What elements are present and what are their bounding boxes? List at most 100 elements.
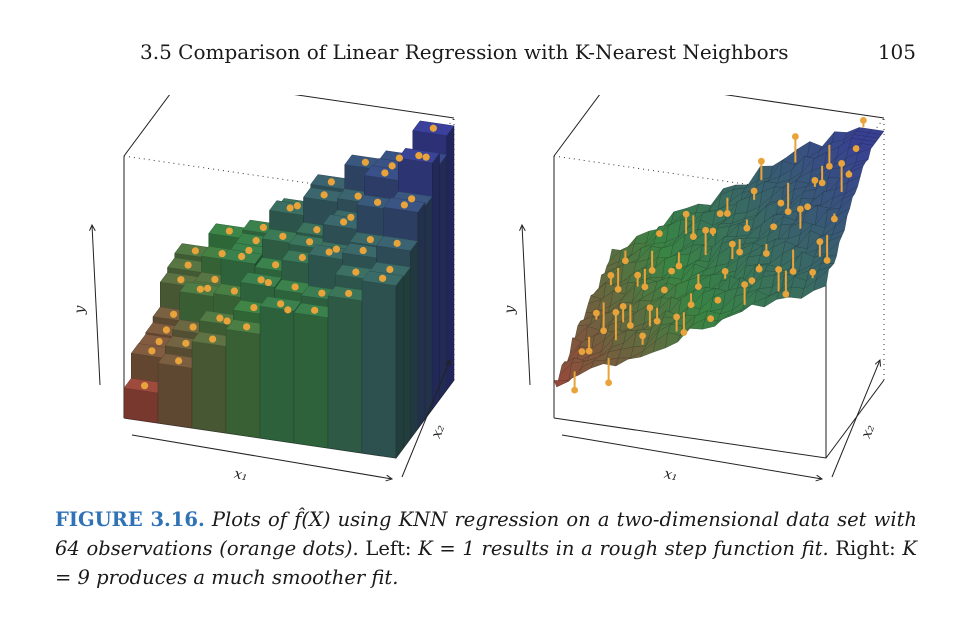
observation-dot [332, 245, 340, 253]
observation-dot [714, 296, 722, 304]
observation-dot [325, 248, 333, 256]
surface-side [157, 362, 193, 429]
observation-dot [816, 238, 824, 246]
observation-dot [743, 224, 751, 232]
observation-dot [359, 246, 367, 255]
figure-label: FIGURE 3.16. [55, 508, 205, 531]
observation-dot [621, 257, 629, 265]
observation-dot [612, 309, 620, 316]
observation-dot [352, 268, 360, 276]
observation-dot [284, 306, 292, 314]
x2-axis-label: x₂ [858, 422, 878, 441]
observation-dot [225, 227, 233, 235]
observation-dot [702, 226, 710, 234]
observation-dot [775, 266, 783, 273]
observation-dot [682, 210, 690, 218]
observation-dot [728, 240, 736, 248]
axis-arrows: y x₁ x₂ [502, 225, 880, 484]
knn-k9-surface: y x₁ x₂ [502, 95, 885, 484]
observation-dot [354, 192, 362, 200]
observation-dot [648, 267, 656, 274]
observation-dot [259, 223, 267, 232]
surface-side [191, 341, 227, 434]
observation-dot [626, 322, 634, 329]
observation-dot [162, 326, 170, 334]
observation-dot [707, 315, 715, 323]
observation-dot [141, 382, 149, 390]
x1-axis-label: x₁ [663, 466, 680, 484]
observation-dot [571, 386, 579, 394]
observation-dot [838, 160, 846, 167]
observation-dot [311, 306, 319, 314]
observation-dot [374, 198, 382, 206]
observation-dot [641, 283, 649, 291]
observation-dot [755, 265, 763, 273]
observation-dot [393, 239, 401, 247]
observation-dot [614, 285, 622, 293]
page-number: 105 [877, 40, 916, 64]
observation-dot [634, 271, 642, 279]
x2-axis-label: x₂ [428, 422, 448, 441]
section-title: 3.5 Comparison of Linear Regression with… [140, 40, 789, 64]
observation-dot [286, 204, 294, 212]
observation-dot [298, 253, 306, 262]
observation-dot [170, 310, 178, 318]
knn-smooth-surface [553, 127, 885, 388]
observation-dot [327, 178, 335, 186]
observation-dot [148, 347, 156, 355]
observation-dot [668, 267, 676, 275]
observation-dot [252, 237, 260, 245]
observation-dot [415, 152, 423, 160]
observation-dot [646, 304, 654, 312]
caption-text-1: Plots of f̂(X) using KNN regression on a… [55, 508, 917, 560]
surface-side [403, 266, 411, 450]
knn-k1-surface: y x₁ x₂ [72, 95, 455, 484]
observation-dot [689, 233, 697, 240]
observation-dot [762, 250, 770, 257]
y-axis-label: y [72, 304, 89, 315]
observation-dot [408, 195, 416, 203]
y-axis-label: y [502, 304, 519, 315]
observation-dot [257, 276, 265, 284]
surface-side [432, 152, 440, 411]
observation-dot [687, 301, 695, 309]
observation-dot [366, 235, 374, 244]
observation-dot [694, 283, 702, 291]
observation-dot [784, 208, 792, 216]
observation-dot [723, 210, 731, 217]
observation-dot [660, 286, 668, 294]
observation-dot [196, 285, 204, 293]
observation-dots [571, 116, 867, 394]
observation-dot [605, 379, 613, 387]
observation-dot [223, 317, 231, 325]
observation-dot [177, 276, 185, 284]
observation-dot [318, 289, 326, 297]
surface-side [410, 240, 418, 440]
observation-dot [653, 317, 661, 325]
observation-dot [748, 277, 756, 285]
surface-side [361, 280, 397, 459]
observation-dot [830, 215, 838, 223]
observation-dot [250, 303, 258, 312]
observation-dot [750, 187, 758, 195]
observation-dot [211, 275, 219, 284]
observation-dots [141, 124, 437, 390]
surface-side [439, 154, 447, 401]
observation-dot [721, 267, 729, 275]
observation-dot [345, 289, 353, 298]
surface-side [123, 387, 159, 424]
observation-dot [293, 202, 301, 210]
observation-dot [770, 223, 778, 231]
observation-dot [182, 339, 190, 347]
surface-facet [553, 380, 570, 388]
observation-dot [238, 252, 246, 261]
observation-dot [218, 250, 226, 258]
observation-dot [422, 153, 430, 161]
surface-side [417, 201, 426, 430]
observation-dot [379, 274, 387, 282]
observation-dot [709, 227, 717, 235]
observation-dot [191, 247, 199, 255]
axis-arrows: y x₁ x₂ [72, 225, 450, 484]
observation-dot [313, 226, 321, 234]
observation-dot [291, 283, 299, 291]
